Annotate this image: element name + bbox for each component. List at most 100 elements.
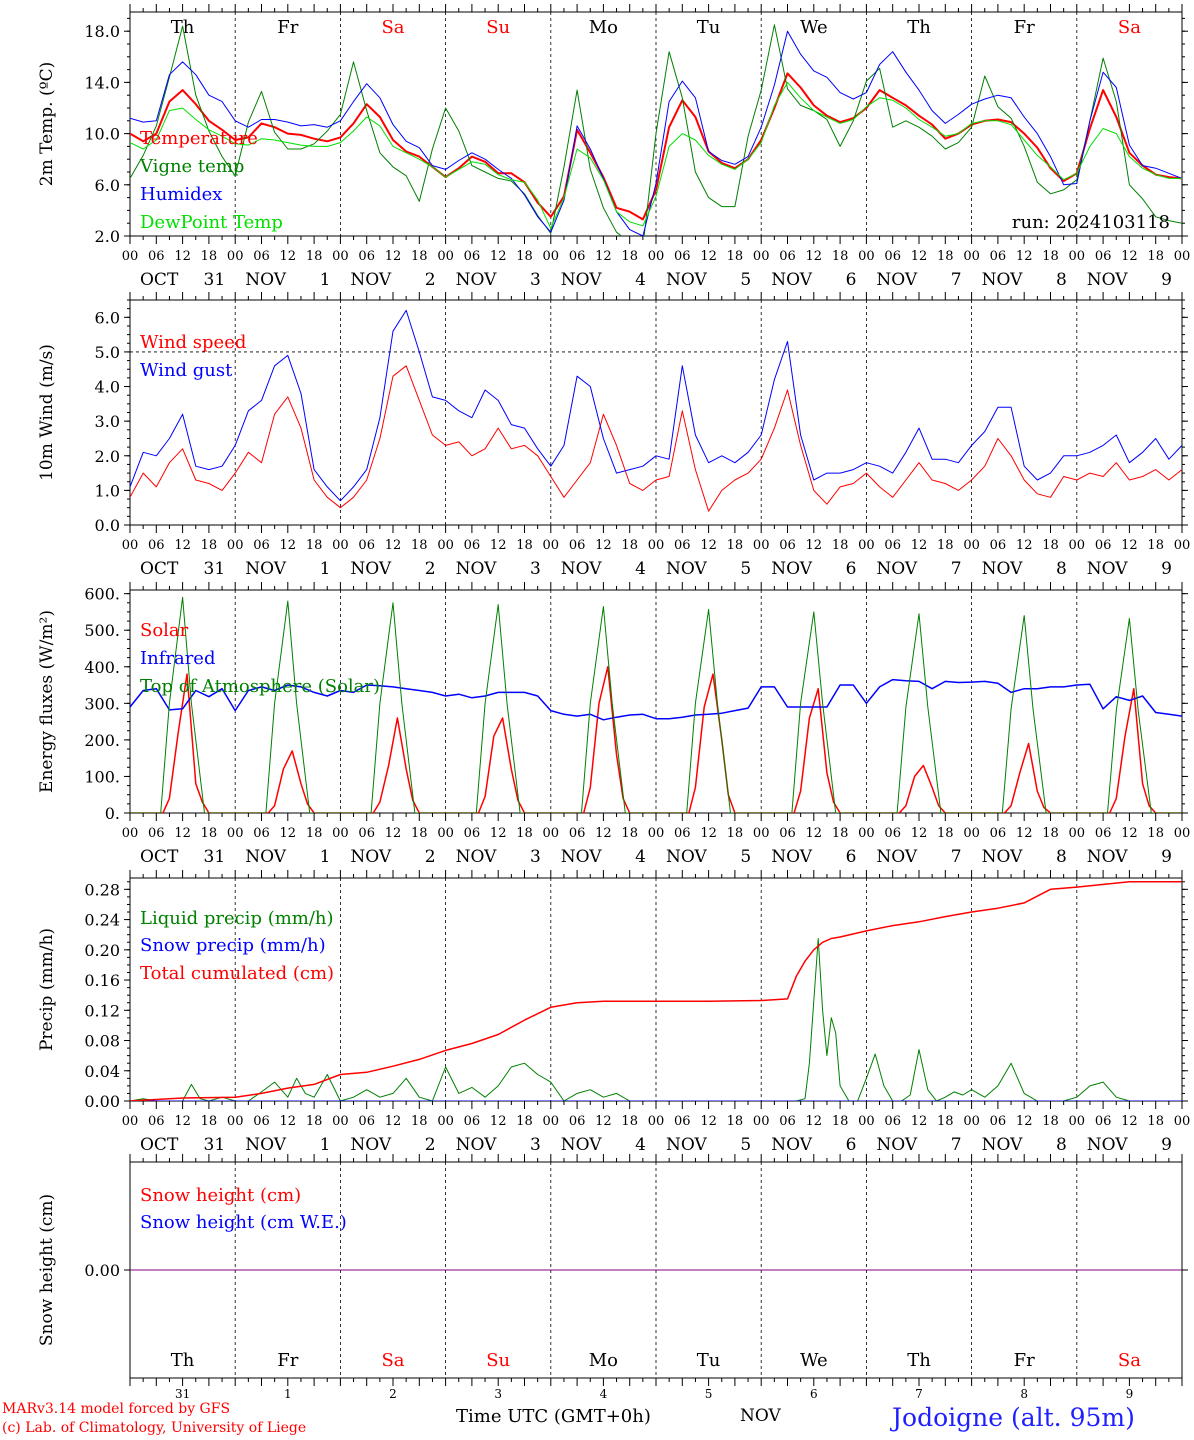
y-tick-label: 0.00 <box>84 1092 120 1111</box>
date-day-label: 2 <box>425 559 436 579</box>
date-month-label: NOV <box>982 1135 1024 1155</box>
hour-label: 06 <box>464 538 481 553</box>
date-day-label: 1 <box>320 1135 331 1155</box>
hour-label: 18 <box>306 249 323 264</box>
hour-label: 06 <box>358 538 375 553</box>
y-tick-label: 0.24 <box>84 911 120 930</box>
hour-label: 12 <box>1016 538 1033 553</box>
hour-label: 06 <box>779 1114 796 1129</box>
date-day-label: 5 <box>740 847 751 867</box>
hour-label: 12 <box>280 826 297 841</box>
legend-entry: Top of Atmosphere (Solar) <box>140 676 380 697</box>
y-tick-label: 1.0 <box>95 481 120 500</box>
y-tick-label: 0. <box>105 804 120 823</box>
hour-label: 18 <box>306 826 323 841</box>
hour-label: 06 <box>253 249 270 264</box>
hour-label: 06 <box>990 1114 1007 1129</box>
date-month-label: OCT <box>140 847 179 867</box>
date-day-label: 31 <box>204 847 226 867</box>
weekday-label: Tu <box>697 1350 721 1371</box>
hour-label: 06 <box>884 538 901 553</box>
series-line-1 <box>130 666 1182 813</box>
hour-label: 00 <box>1069 249 1086 264</box>
hour-label: 18 <box>937 249 954 264</box>
hour-label: 12 <box>1016 1114 1033 1129</box>
date-month-label: NOV <box>982 847 1024 867</box>
hour-label: 18 <box>1042 1114 1059 1129</box>
hour-label: 12 <box>806 538 823 553</box>
y-tick-label: 600. <box>84 585 120 604</box>
series-line-1 <box>130 938 1182 1101</box>
hour-label: 00 <box>543 249 560 264</box>
hour-label: 00 <box>963 538 980 553</box>
hour-label: 18 <box>937 826 954 841</box>
hour-label: 06 <box>253 538 270 553</box>
hour-label: 12 <box>490 538 507 553</box>
date-month-label: NOV <box>771 1135 813 1155</box>
y-tick-label: 0.04 <box>84 1062 120 1081</box>
hour-label: 12 <box>700 249 717 264</box>
hour-label: 06 <box>779 538 796 553</box>
y-tick-label: 500. <box>84 621 120 640</box>
hour-label: 00 <box>1174 1114 1191 1129</box>
hour-label: 18 <box>516 826 533 841</box>
hour-label: 12 <box>280 249 297 264</box>
y-tick-label: 300. <box>84 694 120 713</box>
model-credit-line1: MARv3.14 model forced by GFS <box>2 1401 231 1417</box>
y-tick-label: 100. <box>84 767 120 786</box>
hour-label: 06 <box>358 1114 375 1129</box>
hour-label: 12 <box>806 249 823 264</box>
date-day-label: 1 <box>320 847 331 867</box>
date-day-label: 6 <box>846 559 857 579</box>
hour-label: 18 <box>411 826 428 841</box>
panel-wind: 0.0 1.0 2.0 3.0 4.0 5.0 6.0 10m Wind (m/s) 00 06 1… <box>37 292 1190 579</box>
y-tick-label: 4.0 <box>95 378 120 397</box>
y-tick-label: 10.0 <box>84 125 120 144</box>
hour-label: 06 <box>464 826 481 841</box>
date-month-label: NOV <box>350 270 392 290</box>
hour-label: 06 <box>464 249 481 264</box>
date-month-label: NOV <box>666 270 708 290</box>
weekday-label: Sa <box>381 17 404 38</box>
date-number-label: 6 <box>810 1387 818 1401</box>
hour-label: 00 <box>122 538 139 553</box>
weekday-label: Su <box>486 1350 510 1371</box>
weekday-label: Mo <box>589 17 618 38</box>
date-number-label: 9 <box>1126 1387 1134 1401</box>
y-axis-label: 2m Temp. (ºC) <box>37 62 57 187</box>
legend-entry: Solar <box>140 620 189 641</box>
hour-label: 00 <box>437 538 454 553</box>
date-month-label: NOV <box>561 270 603 290</box>
date-day-label: 6 <box>846 270 857 290</box>
y-tick-label: 400. <box>84 658 120 677</box>
panel-precip: 0.00 0.04 0.08 0.12 0.16 0.20 0.24 0.28 Precip (… <box>37 870 1190 1155</box>
hour-label: 18 <box>832 826 849 841</box>
hour-label: 18 <box>832 538 849 553</box>
hour-label: 00 <box>753 538 770 553</box>
hour-label: 06 <box>674 1114 691 1129</box>
y-tick-label: 3.0 <box>95 412 120 431</box>
hour-label: 12 <box>174 538 191 553</box>
hour-label: 12 <box>595 1114 612 1129</box>
hour-label: 06 <box>1095 1114 1112 1129</box>
hour-label: 00 <box>858 1114 875 1129</box>
legend-entry: Vigne temp <box>139 156 244 177</box>
hour-label: 00 <box>648 1114 665 1129</box>
panel-temp: 2.06.010.014.018.02m Temp. (ºC)00 06 12 18O… <box>37 4 1190 290</box>
series-line-1 <box>130 365 1182 512</box>
hour-label: 00 <box>543 538 560 553</box>
panel-snow: 0.00 Snow height (cm) Th Fr Sa Su Mo Tu We Th Fr Sa… <box>37 1154 1188 1401</box>
hour-label: 18 <box>201 249 218 264</box>
hour-label: 06 <box>253 1114 270 1129</box>
hour-label: 06 <box>464 1114 481 1129</box>
date-month-label: NOV <box>666 559 708 579</box>
date-day-label: 7 <box>951 1135 962 1155</box>
hour-label: 12 <box>174 1114 191 1129</box>
date-month-label: NOV <box>1087 559 1129 579</box>
hour-label: 00 <box>437 826 454 841</box>
hour-label: 12 <box>385 826 402 841</box>
hour-label: 18 <box>1147 538 1164 553</box>
y-tick-label: 2.0 <box>95 227 120 246</box>
hour-label: 18 <box>621 826 638 841</box>
date-day-label: 5 <box>740 559 751 579</box>
